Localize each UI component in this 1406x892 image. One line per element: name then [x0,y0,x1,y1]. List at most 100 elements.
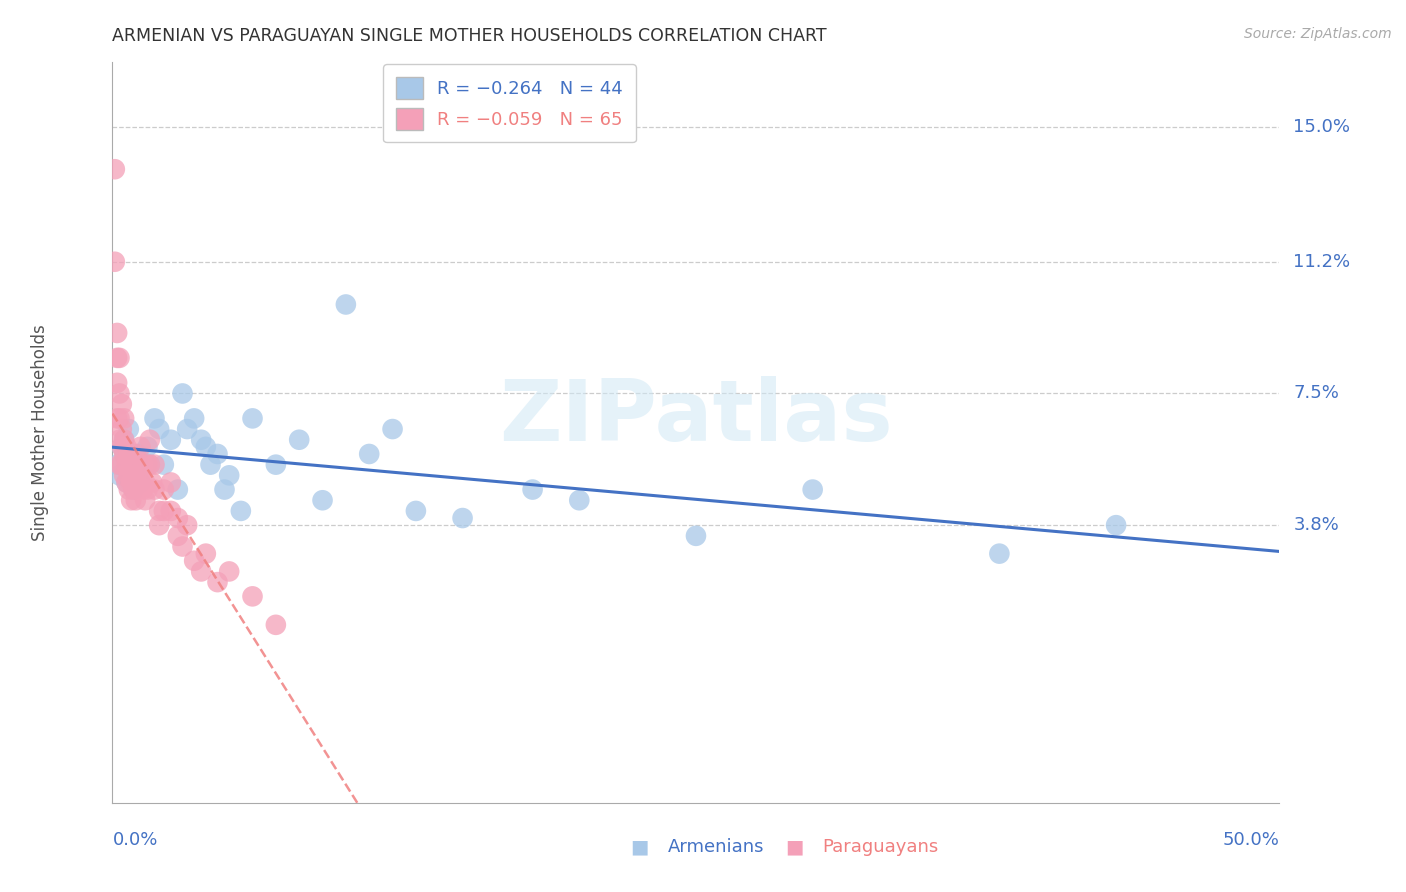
Point [153,483,176,497]
Point [160,504,183,518]
Point [143,458,166,472]
Point [194,440,217,454]
Point [190,565,212,579]
Point [112,447,135,461]
Point [108,411,131,425]
Point [214,483,236,497]
Point [112,447,135,461]
Point [108,351,131,365]
Point [115,475,138,490]
Point [108,458,131,472]
Point [218,468,240,483]
Point [125,447,148,461]
Point [111,458,134,472]
Point [139,458,162,472]
Point [153,458,176,472]
Point [160,433,183,447]
Point [134,475,156,490]
Point [120,458,142,472]
Point [136,440,159,454]
Point [132,483,155,497]
Point [160,475,183,490]
Point [166,483,188,497]
Point [125,493,148,508]
Point [148,422,170,436]
Point [105,351,128,365]
Point [111,397,134,411]
Point [988,547,1011,561]
Point [112,433,135,447]
Point [127,458,149,472]
Text: Paraguayans: Paraguayans [823,838,939,856]
Point [125,458,148,472]
Point [194,547,217,561]
Point [122,468,145,483]
Point [685,529,707,543]
Text: ZIPatlas: ZIPatlas [499,376,893,459]
Point [118,468,141,483]
Point [148,518,170,533]
Point [288,433,311,447]
Point [139,433,162,447]
Point [127,447,149,461]
Point [218,565,240,579]
Point [104,254,127,268]
Point [127,483,149,497]
Point [359,447,381,461]
Point [242,411,264,425]
Text: Single Mother Households: Single Mother Households [31,325,49,541]
Point [111,440,134,454]
Point [105,376,128,390]
Point [801,483,824,497]
Point [172,540,194,554]
Text: ■: ■ [785,838,804,857]
Point [108,386,131,401]
Text: 0.0%: 0.0% [112,830,157,848]
Point [111,422,134,436]
Point [335,297,357,311]
Point [139,458,162,472]
Point [207,575,229,590]
Point [112,433,135,447]
Point [104,162,127,177]
Point [242,590,264,604]
Point [120,493,142,508]
Text: 50.0%: 50.0% [1223,830,1279,848]
Text: Armenians: Armenians [668,838,765,856]
Text: 11.2%: 11.2% [1294,252,1351,271]
Point [122,483,145,497]
Point [118,422,141,436]
Point [207,447,229,461]
Point [132,458,155,472]
Point [264,458,287,472]
Point [129,468,152,483]
Point [522,483,544,497]
Point [129,475,152,490]
Point [568,493,591,508]
Point [122,483,145,497]
Point [120,475,142,490]
Point [143,411,166,425]
Point [166,529,188,543]
Point [176,518,198,533]
Text: 7.5%: 7.5% [1294,384,1340,402]
Point [381,422,404,436]
Point [108,468,131,483]
Point [134,493,156,508]
Point [136,458,159,472]
Point [141,475,163,490]
Point [183,554,205,568]
Point [143,483,166,497]
Point [1105,518,1128,533]
Point [451,511,474,525]
Point [105,458,128,472]
Point [405,504,427,518]
Point [105,326,128,340]
Point [190,433,212,447]
Point [172,386,194,401]
Text: Source: ZipAtlas.com: Source: ZipAtlas.com [1244,27,1392,41]
Point [118,483,141,497]
Point [115,458,138,472]
Point [115,440,138,454]
Point [148,504,170,518]
